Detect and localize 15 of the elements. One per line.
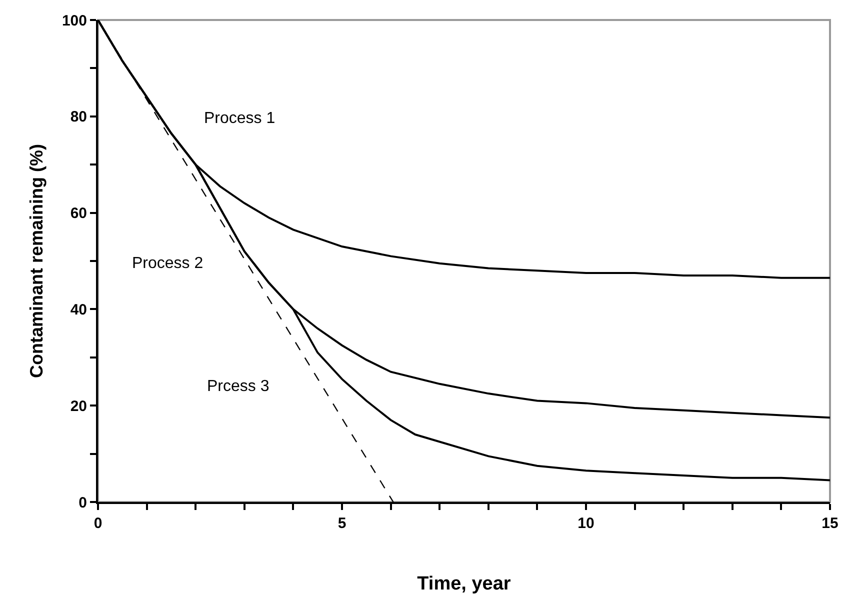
x-tick-label: 10 [578, 515, 594, 532]
annotation: Process 1 [204, 110, 276, 127]
y-tick-label: 80 [70, 108, 87, 126]
x-tick-label: 5 [338, 515, 346, 532]
y-axis-title: Contaminant remaining (%) [26, 144, 47, 378]
annotation: Process 2 [132, 255, 204, 272]
x-tick-label: 0 [94, 515, 102, 532]
x-axis-title: Time, year [417, 573, 512, 594]
y-tick-label: 60 [70, 205, 87, 222]
y-tick-label: 20 [70, 398, 87, 415]
y-tick-label: 40 [70, 301, 87, 318]
x-tick-label: 15 [822, 515, 838, 532]
y-tick-label: 0 [78, 494, 87, 512]
y-tick-label: 100 [62, 12, 87, 30]
annotation: Prcess 3 [207, 378, 270, 395]
